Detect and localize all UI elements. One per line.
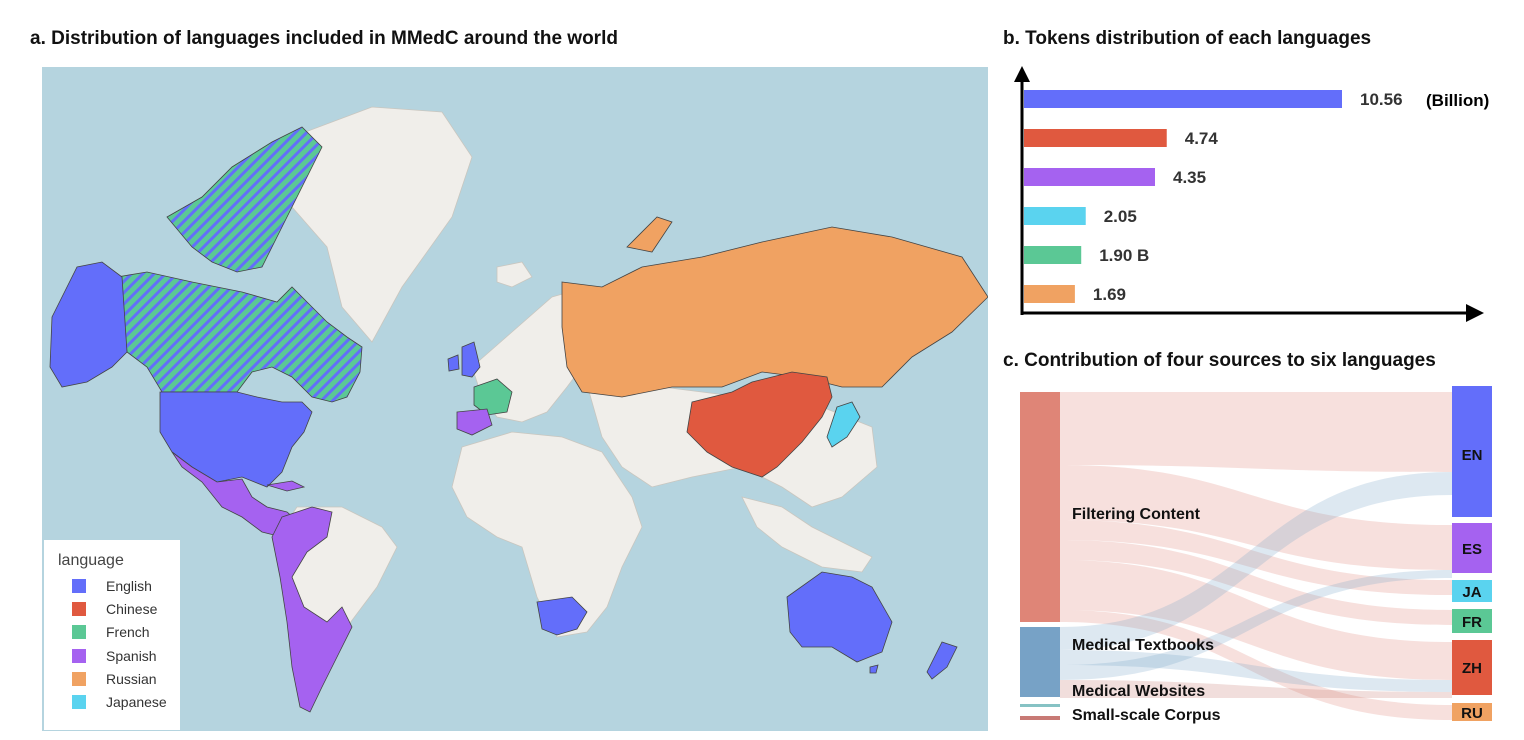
legend-label: Russian: [106, 671, 157, 687]
legend-swatch: [72, 602, 86, 616]
panel-b-title: b. Tokens distribution of each languages: [1003, 28, 1372, 49]
bar-english: [1024, 90, 1342, 108]
label-filtering-content: Filtering Content: [1072, 506, 1201, 523]
source-sankey: Filtering Content Medical Textbooks Medi…: [1020, 386, 1492, 724]
label-ja: JA: [1462, 584, 1481, 601]
flow-filtering-fr: [1060, 540, 1452, 625]
legend-title: language: [58, 552, 124, 569]
alaska: [49, 261, 128, 388]
bar-value-label: 1.90 B: [1099, 246, 1149, 265]
bar-chinese: [1024, 129, 1167, 147]
bar-value-label: 1.69: [1093, 285, 1126, 304]
spain: [456, 408, 493, 436]
world-map: [42, 67, 988, 731]
unit-label: (Billion): [1426, 91, 1489, 110]
africa: [451, 431, 643, 638]
node-en: [1452, 386, 1492, 517]
bar-value-label: 4.35: [1173, 168, 1206, 187]
iceland: [496, 261, 533, 288]
panel-a-title: a. Distribution of languages included in…: [30, 28, 618, 49]
russia: [561, 226, 988, 398]
united-kingdom: [461, 341, 481, 378]
spanish-south-america: [271, 506, 353, 713]
map-legend: language English Chinese French Spanish …: [44, 540, 180, 730]
label-small-scale-corpus: Small-scale Corpus: [1072, 707, 1221, 724]
canada-arctic-islands: [166, 126, 323, 273]
bar-value-label: 10.56: [1360, 90, 1403, 109]
flow-textbooks-en: [1060, 472, 1452, 650]
legend-swatch: [72, 649, 86, 663]
label-fr: FR: [1462, 614, 1482, 631]
legend-label: Japanese: [106, 694, 167, 710]
legend-swatch: [72, 672, 86, 686]
y-axis-arrow: [1014, 66, 1030, 82]
cuba: [266, 480, 306, 492]
legend-swatch: [72, 695, 86, 709]
legend-label: French: [106, 624, 150, 640]
greenland: [291, 106, 473, 343]
legend-swatch: [72, 625, 86, 639]
node-ru: [1452, 703, 1492, 721]
label-es: ES: [1462, 541, 1482, 558]
node-zh: [1452, 640, 1492, 695]
flow-filtering-ja: [1060, 520, 1452, 595]
label-en: EN: [1462, 447, 1483, 464]
node-medical-textbooks: [1020, 627, 1060, 697]
bar-value-label: 4.74: [1185, 129, 1219, 148]
japan: [826, 401, 861, 448]
legend-label: Chinese: [106, 601, 158, 617]
node-ja: [1452, 580, 1492, 602]
russia-north-island: [626, 216, 673, 253]
node-filtering-content: [1020, 392, 1060, 622]
bar-russian: [1024, 285, 1075, 303]
legend-swatch: [72, 579, 86, 593]
flow-filtering-es: [1060, 465, 1452, 570]
node-medical-websites: [1020, 704, 1060, 707]
tasmania: [869, 664, 879, 674]
flow-websites: [1060, 570, 1452, 680]
new-zealand: [926, 641, 958, 680]
bars-group: 10.56 4.74 4.35 2.05 1.90 B 1.69: [1024, 90, 1403, 304]
flow-smallscale: [1060, 680, 1452, 698]
australia: [786, 571, 893, 663]
token-bar-chart: 10.56 4.74 4.35 2.05 1.90 B 1.69 (Billion): [1014, 66, 1489, 322]
bar-japanese: [1024, 207, 1086, 225]
sankey-flows: [1060, 392, 1452, 720]
bar-spanish: [1024, 168, 1155, 186]
south-africa: [536, 596, 588, 636]
flow-filtering-zh: [1060, 560, 1452, 680]
bar-french: [1024, 246, 1082, 264]
flow-filtering-ru: [1060, 610, 1452, 720]
france: [473, 378, 513, 416]
flow-textbooks-zh: [1060, 650, 1452, 692]
southeast-asia: [741, 496, 873, 573]
china: [686, 371, 833, 478]
label-ru: RU: [1461, 705, 1483, 722]
panel-c-title: c. Contribution of four sources to six l…: [1003, 350, 1436, 371]
x-axis-arrow: [1466, 304, 1484, 322]
label-zh: ZH: [1462, 660, 1482, 677]
flow-filtering-en: [1060, 392, 1452, 472]
legend-label: English: [106, 578, 152, 594]
legend-label: Spanish: [106, 648, 157, 664]
node-es: [1452, 523, 1492, 573]
node-fr: [1452, 609, 1492, 633]
label-medical-websites: Medical Websites: [1072, 683, 1205, 700]
node-small-scale-corpus: [1020, 716, 1060, 720]
label-medical-textbooks: Medical Textbooks: [1072, 637, 1214, 654]
ireland: [447, 354, 460, 372]
bar-value-label: 2.05: [1104, 207, 1137, 226]
